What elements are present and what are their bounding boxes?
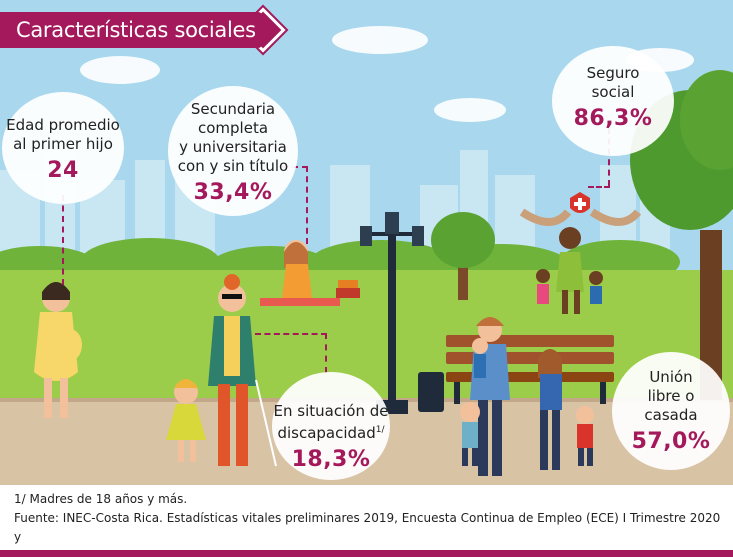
- security-label-line1: Seguro: [586, 64, 640, 82]
- education-value: 33,4%: [193, 180, 273, 205]
- footnote: 1/ Madres de 18 años y más.: [14, 492, 188, 506]
- disability-label-line1: En situación de: [273, 402, 389, 420]
- security-value: 86,3%: [573, 106, 653, 131]
- leader-line-disability: [255, 333, 327, 335]
- indicator-social-security: Seguro social 86,3%: [552, 46, 674, 156]
- age-label-line1: Edad promedio: [6, 116, 120, 134]
- leader-line-insurance-h: [588, 186, 610, 188]
- woman-with-cane-figure: [208, 274, 277, 467]
- protecting-hands-icon: [519, 192, 642, 226]
- leader-line-disability-v: [325, 333, 327, 373]
- union-value: 57,0%: [631, 429, 711, 454]
- age-value: 24: [47, 158, 79, 183]
- tree-left: [431, 212, 495, 300]
- family-figure: [460, 317, 594, 476]
- trash-bin: [418, 372, 444, 412]
- disability-value: 18,3%: [291, 447, 371, 472]
- indicator-age-first-child: Edad promedio al primer hijo 24: [2, 92, 124, 204]
- indicator-disability: En situación de discapacidad1/ 18,3%: [272, 372, 390, 480]
- security-label-line2: social: [591, 83, 635, 101]
- union-label-line2: libre o: [647, 387, 695, 405]
- indicator-education: Secundaria completa y universitaria con …: [168, 86, 298, 216]
- age-label-line2: al primer hijo: [13, 135, 113, 153]
- bottom-accent-bar: [0, 550, 733, 557]
- union-label-line1: Unión: [649, 368, 693, 386]
- footer: 1/ Madres de 18 años y más. Fuente: INEC…: [14, 490, 724, 557]
- disability-footnote-mark: 1/: [375, 425, 385, 435]
- leader-line-age: [62, 195, 64, 285]
- indicator-union: Unión libre o casada 57,0%: [612, 352, 730, 470]
- mother-children-figure: [536, 227, 603, 314]
- pregnant-woman-figure: [34, 282, 82, 418]
- source-line-1: Fuente: INEC-Costa Rica. Estadísticas vi…: [14, 511, 721, 544]
- education-label-line2: completa: [197, 119, 269, 137]
- page-title: Características sociales: [0, 12, 262, 48]
- education-label-line1: Secundaria: [190, 100, 276, 118]
- education-label-line3: y universitaria: [179, 138, 287, 156]
- picnic-figure: [260, 240, 360, 306]
- girl-figure: [166, 379, 206, 462]
- leader-line-insurance: [608, 128, 610, 186]
- park-illustration: Características sociales Edad promedio a…: [0, 0, 733, 485]
- education-label-line4: con y sin título: [177, 157, 289, 175]
- union-label-line3: casada: [644, 406, 698, 424]
- disability-label-line2: discapacidad: [277, 424, 376, 442]
- leader-line-education-v: [306, 166, 308, 244]
